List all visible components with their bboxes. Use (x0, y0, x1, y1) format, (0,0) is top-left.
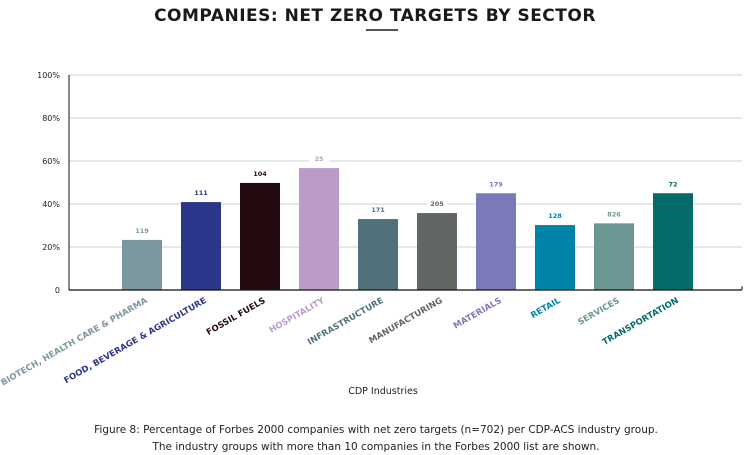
data-label: 128 (548, 212, 562, 220)
y-tick-label: 100% (37, 71, 60, 80)
chart-title: COMPANIES: NET ZERO TARGETS BY SECTOR (154, 6, 596, 26)
bar (653, 193, 693, 290)
bar (181, 202, 221, 290)
data-label-background (545, 211, 565, 221)
data-label: 104 (253, 170, 267, 178)
bar (358, 219, 398, 290)
y-tick-label: 60% (42, 157, 60, 166)
data-label-background (250, 168, 270, 178)
data-label: 119 (135, 227, 149, 235)
data-label-background (309, 154, 329, 164)
data-label-background (427, 199, 447, 209)
gridlines (69, 74, 742, 248)
data-label-background (604, 209, 624, 219)
y-tick-label: 20% (42, 243, 60, 252)
bar (535, 225, 575, 290)
y-tick-label: 40% (42, 200, 60, 209)
category-label: MATERIALS (452, 296, 504, 332)
caption-line-1: Figure 8: Percentage of Forbes 2000 comp… (94, 424, 658, 436)
y-axis-ticks: 0 20% 40% 60% 80% 100% (37, 71, 60, 295)
bar (594, 223, 634, 290)
data-label-background (132, 225, 152, 235)
y-tick-label: 0 (55, 286, 60, 295)
data-label-background (191, 188, 211, 198)
y-tick-label: 80% (42, 114, 60, 123)
category-label: FOSSIL FUELS (205, 296, 268, 338)
category-label: RETAIL (529, 296, 563, 321)
data-label: 179 (489, 180, 503, 188)
data-label: 111 (194, 189, 208, 197)
data-label-background (486, 179, 506, 189)
category-label: HOSPITALITY (268, 296, 328, 336)
bar (299, 168, 339, 290)
data-label-background (663, 179, 683, 189)
bar (476, 193, 516, 290)
data-label: 25 (314, 155, 324, 163)
category-label: SERVICES (576, 296, 621, 328)
data-label: 72 (668, 180, 677, 188)
bars: 119 111 104 25 171 205 179 128 826 72 (122, 154, 693, 290)
bar (122, 239, 162, 290)
data-label: 826 (607, 210, 621, 218)
x-axis-label: CDP Industries (348, 386, 418, 397)
bar (417, 213, 457, 290)
data-label: 205 (430, 200, 444, 208)
bar (240, 182, 280, 290)
data-label-background (368, 205, 388, 215)
data-label: 171 (371, 206, 385, 214)
caption-line-2: The industry groups with more than 10 co… (151, 441, 599, 453)
